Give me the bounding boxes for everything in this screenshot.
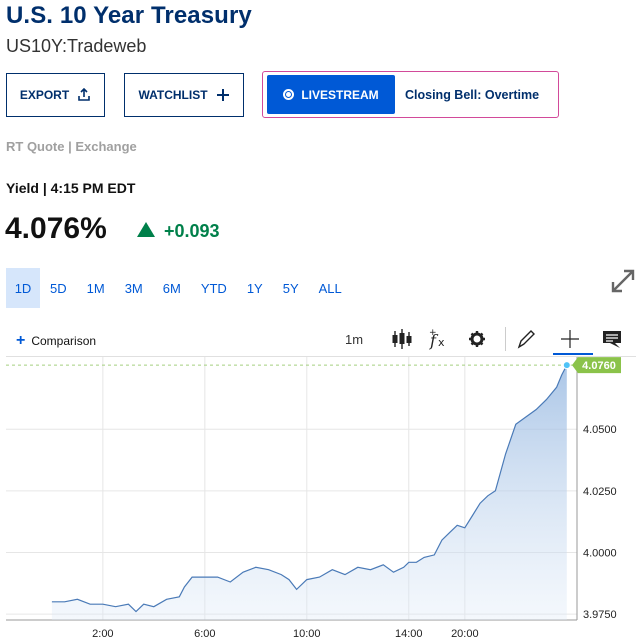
livestream-show-link[interactable]: Closing Bell: Overtime: [405, 88, 540, 102]
plus-icon: [216, 89, 229, 101]
range-6m[interactable]: 6M: [162, 280, 181, 296]
live-indicator-icon: [283, 89, 295, 100]
x-tick-label: 14:00: [395, 628, 423, 640]
export-button[interactable]: EXPORT: [6, 73, 105, 117]
page-title: U.S. 10 Year Treasury: [6, 2, 252, 29]
svg-text:x: x: [438, 336, 445, 349]
range-selector: 1D 5D 1M 3M 6M YTD 1Y 5Y ALL: [6, 268, 352, 308]
range-all[interactable]: ALL: [318, 280, 342, 296]
last-value-badge: [572, 357, 621, 374]
livestream-panel: LIVESTREAM Closing Bell: Overtime: [262, 71, 559, 118]
y-tick-label: 4.0500: [583, 424, 617, 436]
symbol-subtitle: US10Y:Tradeweb: [6, 36, 147, 56]
last-point-marker: [562, 361, 571, 370]
export-label: EXPORT: [19, 88, 70, 102]
range-ytd[interactable]: YTD: [200, 280, 227, 296]
y-tick-label: 3.9750: [583, 609, 617, 621]
y-tick-label: 4.0000: [583, 547, 617, 559]
x-tick-label: 6:00: [194, 628, 215, 640]
interval-selector[interactable]: 1m: [345, 331, 364, 347]
series-area: [51, 365, 567, 620]
yield-timestamp: Yield | 4:15 PM EDT: [6, 180, 136, 196]
livestream-label: LIVESTREAM: [301, 87, 379, 102]
x-tick-label: 10:00: [293, 628, 321, 640]
range-1m[interactable]: 1M: [86, 280, 105, 296]
expand-icon[interactable]: [610, 268, 636, 294]
series-line: [51, 364, 568, 613]
watchlist-button[interactable]: WATCHLIST: [124, 73, 244, 117]
crosshair-icon[interactable]: [559, 327, 581, 351]
y-tick-label: 4.0250: [583, 486, 617, 498]
chart-top-border: [6, 356, 636, 357]
watchlist-label: WATCHLIST: [138, 88, 208, 102]
indicators-fx-icon[interactable]: f x +: [428, 327, 450, 351]
last-value-label: 4.0760: [582, 360, 616, 372]
yield-chart[interactable]: 4.0500 4.0250 4.0000 3.9750 2:00 6:00 10:00 14:…: [0, 356, 643, 643]
range-1y[interactable]: 1Y: [246, 280, 263, 296]
range-3m[interactable]: 3M: [124, 280, 143, 296]
svg-text:f: f: [429, 331, 439, 350]
range-5d[interactable]: 5D: [50, 280, 67, 296]
comment-icon[interactable]: [601, 327, 623, 351]
pencil-draw-icon[interactable]: [515, 327, 537, 351]
comparison-button[interactable]: + Comparison: [16, 332, 97, 349]
quote-source: RT Quote | Exchange: [6, 139, 137, 154]
candlestick-icon[interactable]: [391, 327, 413, 351]
last-price: 4.076%: [5, 212, 107, 245]
chart-toolbar: + Comparison 1m f x +: [0, 323, 643, 355]
price-change: +0.093: [164, 221, 220, 241]
range-5y[interactable]: 5Y: [282, 280, 299, 296]
comparison-label: Comparison: [31, 334, 97, 348]
livestream-button[interactable]: LIVESTREAM: [267, 75, 395, 114]
x-tick-label: 2:00: [92, 628, 113, 640]
share-icon: [78, 88, 90, 101]
range-1d[interactable]: 1D: [6, 268, 40, 308]
toolbar-divider: [505, 327, 506, 351]
crosshair-active-indicator: [553, 353, 593, 355]
gear-icon[interactable]: [467, 327, 487, 351]
x-tick-label: 20:00: [451, 628, 479, 640]
up-arrow-icon: [137, 222, 155, 237]
svg-text:+: +: [429, 328, 437, 338]
add-icon: +: [16, 332, 26, 349]
